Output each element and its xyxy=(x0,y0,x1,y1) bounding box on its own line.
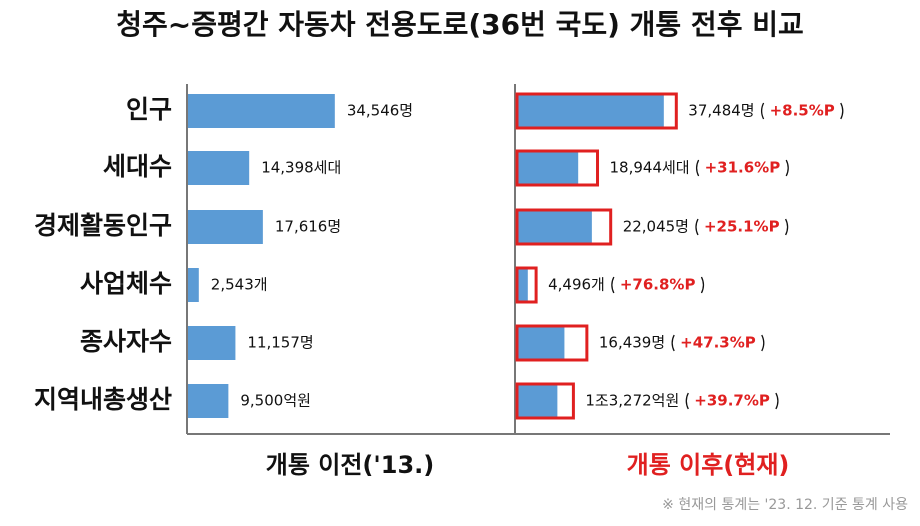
value-label: 4,496개 xyxy=(548,276,605,294)
bar xyxy=(188,384,229,418)
bar-outline xyxy=(515,266,538,304)
value-label: 37,484명 xyxy=(688,102,754,120)
value-label: 18,944세대 xyxy=(610,159,690,177)
change-label: +31.6%P xyxy=(705,159,781,177)
bar xyxy=(517,94,664,128)
value-label: 22,045명 xyxy=(623,218,689,236)
value-label: 17,616명 xyxy=(275,218,341,236)
bar xyxy=(517,210,592,244)
category-label: 인구 xyxy=(126,95,172,124)
bracket xyxy=(761,334,765,352)
change-label: +8.5%P xyxy=(770,102,835,120)
bracket xyxy=(611,276,615,294)
value-label: 2,543개 xyxy=(211,276,268,294)
bracket xyxy=(695,218,699,236)
bracket xyxy=(785,159,789,177)
bar xyxy=(517,326,565,360)
category-label: 종사자수 xyxy=(80,327,172,356)
change-label: +76.8%P xyxy=(620,276,696,294)
category-label: 세대수 xyxy=(103,152,172,181)
value-label: 34,546명 xyxy=(347,102,413,120)
value-label: 1조3,272억원 xyxy=(585,392,679,410)
bracket xyxy=(785,218,789,236)
bar-outline xyxy=(515,382,575,420)
bracket xyxy=(760,102,765,120)
value-label: 16,439명 xyxy=(599,334,665,352)
bracket xyxy=(671,334,675,352)
bar xyxy=(517,268,528,302)
bracket xyxy=(840,102,844,120)
category-label: 지역내총생산 xyxy=(34,385,172,414)
bar xyxy=(517,384,558,418)
bar-outline xyxy=(515,324,589,362)
bracket xyxy=(685,392,689,410)
category-label: 사업체수 xyxy=(80,269,172,298)
bracket xyxy=(695,159,700,177)
bar xyxy=(188,151,250,185)
chart-title: 청주~증평간 자동차 전용도로(36번 국도) 개통 전후 비교 xyxy=(116,8,803,41)
value-label: 9,500억원 xyxy=(240,392,311,410)
bar-outline xyxy=(515,208,613,246)
bar xyxy=(517,151,579,185)
change-label: +25.1%P xyxy=(704,218,780,236)
bar xyxy=(188,268,199,302)
bar-outline xyxy=(515,92,678,130)
value-label: 14,398세대 xyxy=(261,159,341,177)
bar-outline xyxy=(515,149,600,187)
bar xyxy=(188,326,236,360)
bracket xyxy=(775,392,779,410)
bracket xyxy=(700,276,705,294)
note: ※ 현재의 통계는 '23. 12. 기준 통계 사용 xyxy=(662,497,908,513)
value-label: 11,157명 xyxy=(247,334,313,352)
change-label: +39.7%P xyxy=(694,392,770,410)
panel-label: 개통 이전('13.) xyxy=(266,451,434,479)
panel-label: 개통 이후(현재) xyxy=(627,451,790,479)
bar xyxy=(188,94,335,128)
category-label: 경제활동인구 xyxy=(34,211,172,240)
change-label: +47.3%P xyxy=(680,334,756,352)
bar xyxy=(188,210,263,244)
